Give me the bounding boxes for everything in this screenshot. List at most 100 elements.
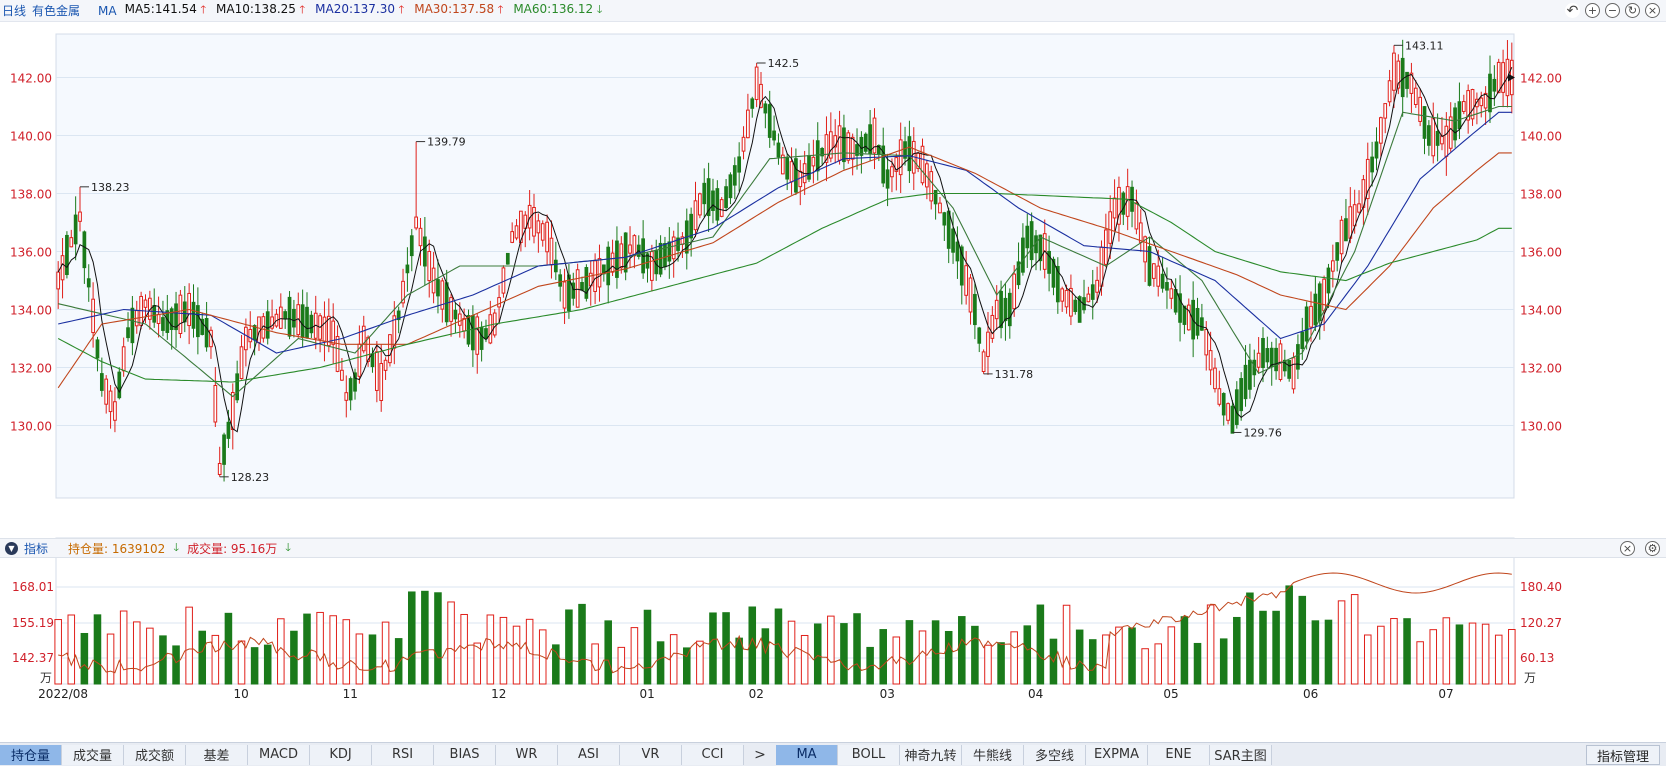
candle-body bbox=[457, 313, 462, 326]
chart-header: 日线 有色金属 MA MA5:141.54 🡑 MA10:138.25 🡑 MA20… bbox=[0, 0, 1666, 22]
right-tab-7[interactable]: SAR主图 bbox=[1210, 744, 1272, 765]
candle-body bbox=[1086, 293, 1091, 303]
candle-body bbox=[1427, 125, 1431, 146]
left-tab-10[interactable]: VR bbox=[620, 744, 682, 765]
left-tab-9[interactable]: ASI bbox=[558, 744, 620, 765]
right-tab-4[interactable]: 多空线 bbox=[1024, 744, 1086, 765]
candle-body bbox=[763, 103, 768, 114]
candle-body bbox=[510, 231, 515, 243]
volume-bar bbox=[722, 612, 730, 685]
volume-bar bbox=[696, 640, 704, 685]
indicator-manage-button[interactable]: 指标管理 bbox=[1585, 745, 1660, 765]
refresh-icon[interactable]: ↻ bbox=[1625, 3, 1640, 18]
candle-body bbox=[890, 166, 894, 178]
candle-body bbox=[348, 378, 353, 401]
right-tab-1[interactable]: BOLL bbox=[838, 744, 900, 765]
candle-body bbox=[1239, 378, 1244, 412]
volume-bar bbox=[185, 606, 193, 685]
undo-icon[interactable]: ↶ bbox=[1565, 2, 1580, 19]
volume-bar bbox=[1272, 610, 1280, 685]
close-icon[interactable]: × bbox=[1645, 3, 1660, 18]
period-label[interactable]: 日线 bbox=[2, 4, 27, 18]
candle-body bbox=[584, 267, 589, 299]
right-tab-6[interactable]: ENE bbox=[1148, 744, 1210, 765]
candle-body bbox=[1060, 288, 1065, 302]
candle-body bbox=[1317, 283, 1322, 322]
right-tab-group: MA BOLL 神奇九转 牛熊线 多空线 EXPMA ENE SAR主图 bbox=[776, 744, 1272, 765]
left-tab-7[interactable]: BIAS bbox=[434, 744, 496, 765]
candle-body bbox=[1256, 352, 1261, 368]
down-arrow-icon: 🡓 bbox=[593, 3, 603, 16]
volume-bar bbox=[54, 619, 62, 685]
candle-body bbox=[1165, 282, 1169, 291]
volume-bar bbox=[1102, 634, 1110, 685]
candle-body bbox=[1422, 106, 1427, 139]
left-tab-2[interactable]: 成交额 bbox=[124, 744, 186, 765]
volume-bar bbox=[643, 609, 652, 685]
candle-body bbox=[885, 169, 890, 189]
ma-label[interactable]: MA bbox=[98, 3, 117, 18]
tabs-next-button[interactable]: > bbox=[754, 746, 766, 763]
candle-body bbox=[964, 265, 969, 296]
zoom-in-icon[interactable]: + bbox=[1585, 3, 1600, 18]
collapse-icon[interactable]: ▼ bbox=[5, 541, 18, 555]
volume-bar bbox=[1180, 616, 1189, 685]
price-chart[interactable]: 142.00 142.00 140.00 140.00 138.00 138.00 136.… bbox=[0, 22, 1666, 742]
zoom-out-icon[interactable]: − bbox=[1605, 3, 1620, 18]
close-icon[interactable]: × bbox=[1620, 541, 1635, 556]
left-tab-4[interactable]: MACD bbox=[248, 744, 310, 765]
candle-body bbox=[475, 316, 480, 355]
candle-body bbox=[182, 301, 187, 323]
candle-body bbox=[859, 136, 864, 156]
price-tick-right: 138.00 bbox=[1520, 188, 1562, 202]
volume-bar bbox=[172, 645, 180, 685]
candle-body bbox=[811, 156, 816, 167]
volume-bar bbox=[159, 635, 167, 685]
left-tab-6[interactable]: RSI bbox=[372, 744, 434, 765]
candle-body bbox=[305, 306, 309, 339]
volume-bar bbox=[368, 634, 377, 685]
volume-bar bbox=[1494, 634, 1503, 685]
candle-body bbox=[759, 83, 763, 108]
candle-body bbox=[1226, 403, 1230, 421]
candle-body bbox=[933, 189, 938, 205]
right-tab-2[interactable]: 神奇九转 bbox=[900, 744, 962, 765]
ma-value-2: MA20:137.30 🡑 bbox=[315, 2, 405, 16]
left-tab-5[interactable]: KDJ bbox=[310, 744, 372, 765]
price-tick-right: 130.00 bbox=[1520, 420, 1562, 434]
volume-bar bbox=[316, 611, 324, 685]
candle-body bbox=[519, 210, 523, 244]
left-tab-3[interactable]: 基差 bbox=[186, 744, 248, 765]
candle-body bbox=[1418, 96, 1422, 122]
left-tab-0[interactable]: 持仓量 bbox=[0, 744, 62, 765]
candle-body bbox=[789, 161, 794, 183]
candle-body bbox=[200, 318, 205, 335]
candle-body bbox=[248, 328, 253, 343]
settings-icon[interactable]: ⚙ bbox=[1645, 541, 1660, 556]
candle-body bbox=[1348, 206, 1353, 239]
candle-body bbox=[807, 155, 811, 180]
candle-body bbox=[121, 346, 126, 372]
volume-bar bbox=[250, 647, 259, 685]
candle-body bbox=[1243, 364, 1248, 400]
candle-body bbox=[479, 327, 484, 350]
volume-bar bbox=[1455, 624, 1464, 685]
candle-body bbox=[955, 241, 960, 262]
price-tick-left: 142.00 bbox=[10, 72, 52, 86]
volume-bar bbox=[1390, 618, 1398, 685]
candle-body bbox=[645, 253, 650, 269]
candle-body bbox=[1300, 331, 1305, 350]
left-tab-1[interactable]: 成交量 bbox=[62, 744, 124, 765]
instrument-name[interactable]: 有色金属 bbox=[32, 4, 81, 18]
right-tab-5[interactable]: EXPMA bbox=[1086, 744, 1148, 765]
right-tab-3[interactable]: 牛熊线 bbox=[962, 744, 1024, 765]
left-tab-8[interactable]: WR bbox=[496, 744, 558, 765]
indicator-label[interactable]: 指标 bbox=[24, 541, 49, 556]
candle-body bbox=[689, 213, 693, 239]
volume-bar bbox=[604, 620, 612, 685]
right-tab-0[interactable]: MA bbox=[776, 744, 838, 765]
left-tab-11[interactable]: CCI bbox=[682, 744, 744, 765]
candle-body bbox=[1444, 125, 1449, 157]
candle-body bbox=[1230, 405, 1235, 434]
volume-bar bbox=[1246, 592, 1254, 685]
